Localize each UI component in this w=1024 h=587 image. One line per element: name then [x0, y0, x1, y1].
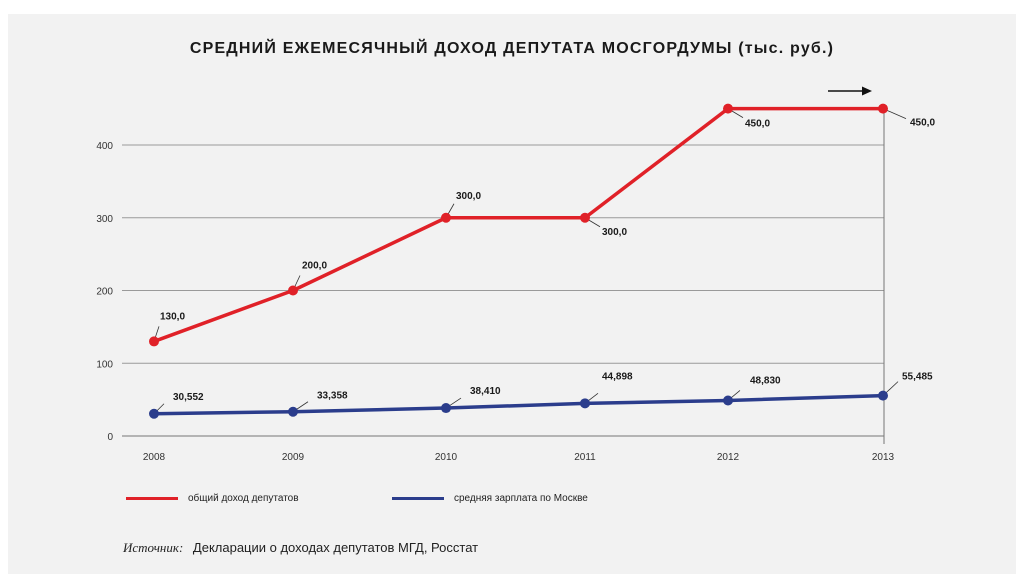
deputy-income-point [878, 103, 888, 114]
data-label: 130,0 [160, 311, 185, 322]
moscow-salary-point [878, 390, 888, 401]
legend-swatch-red [126, 496, 178, 500]
y-tick-label: 400 [96, 141, 113, 152]
x-tick-label: 2009 [282, 452, 305, 463]
data-label: 44,898 [602, 371, 633, 382]
x-tick-label: 2010 [435, 452, 458, 463]
data-label: 48,830 [750, 375, 781, 386]
data-label: 38,410 [470, 386, 501, 397]
x-tick-label: 2011 [574, 452, 596, 463]
y-tick-label: 100 [96, 359, 113, 370]
data-label: 200,0 [302, 261, 327, 272]
deputy-income-point [149, 336, 159, 347]
legend-label: средняя зарплата по Москве [454, 492, 588, 504]
deputy-income-line [153, 106, 883, 344]
data-label: 450,0 [745, 119, 770, 130]
data-label: 450,0 [910, 118, 935, 129]
y-tick-label: 200 [96, 287, 113, 298]
source-note: Источник: Декларации о доходах депутатов… [123, 540, 478, 556]
x-tick-label: 2012 [717, 452, 740, 463]
data-label: 300,0 [602, 227, 627, 238]
data-label: 33,358 [317, 391, 348, 402]
x-tick-label: 2013 [872, 452, 895, 463]
data-label: 30,552 [173, 392, 204, 403]
y-tick-label: 300 [96, 214, 113, 225]
moscow-salary-point [441, 403, 451, 414]
x-tick-label: 2008 [143, 452, 166, 463]
deputy-income-point [288, 285, 298, 296]
moscow-salary-point [149, 408, 159, 419]
source-key: Источник: [123, 540, 184, 555]
legend-item-deputy-income: общий доход депутатов [126, 490, 299, 506]
deputy-income-point [723, 103, 733, 114]
moscow-salary-point [580, 398, 590, 409]
source-text: Декларации о доходах депутатов МГД, Росс… [192, 540, 479, 555]
deputy-income-point [441, 212, 451, 223]
moscow-salary-point [288, 406, 298, 417]
data-label: 55,485 [902, 372, 933, 383]
deputy-income-point [580, 212, 590, 223]
y-tick-label: 0 [107, 432, 113, 443]
moscow-salary-line [153, 393, 884, 416]
legend-label: общий доход депутатов [188, 492, 299, 504]
chart-title: СРЕДНИЙ ЕЖЕМЕСЯЧНЫЙ ДОХОД ДЕПУТАТА МОСГО… [189, 40, 835, 57]
moscow-salary-point [723, 395, 733, 406]
legend-item-moscow-salary: средняя зарплата по Москве [392, 490, 588, 506]
data-label: 300,0 [456, 191, 481, 202]
legend-swatch-blue [392, 496, 444, 500]
arrow-head-icon [862, 86, 872, 96]
